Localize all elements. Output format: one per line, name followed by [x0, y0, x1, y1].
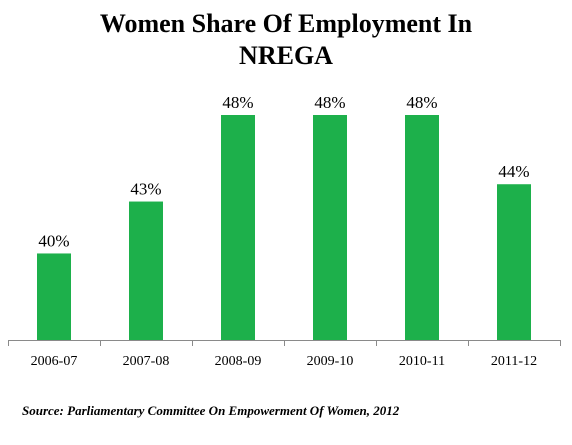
value-label-2010-11: 48% [406, 93, 437, 112]
value-label-2007-08: 43% [130, 180, 161, 199]
value-label-2011-12: 44% [498, 162, 529, 181]
bar-2007-08 [129, 201, 163, 340]
chart-title-line-1: Women Share Of Employment In [99, 9, 473, 38]
tick-label-2011-12: 2011-12 [491, 354, 537, 369]
tick-label-2008-09: 2008-09 [215, 354, 262, 369]
tick-label-2006-07: 2006-07 [31, 354, 78, 369]
bar-2009-10 [313, 115, 347, 340]
tick-labels-group: 2006-07 2007-08 2008-09 2009-10 2010-11 2011-… [31, 354, 537, 369]
tick-label-2007-08: 2007-08 [123, 354, 170, 369]
value-labels-group: 40% 43% 48% 48% 48% 44% [38, 93, 529, 250]
tick-label-2010-11: 2010-11 [399, 354, 445, 369]
x-axis [8, 340, 561, 346]
chart-source: Source: Parliamentary Committee On Empow… [22, 403, 400, 418]
value-label-2006-07: 40% [38, 231, 69, 250]
tick-label-2009-10: 2009-10 [307, 354, 354, 369]
value-label-2009-10: 48% [314, 93, 345, 112]
bar-2008-09 [221, 115, 255, 340]
chart-title-line-2: NREGA [239, 41, 333, 70]
chart-title: Women Share Of Employment In NREGA [0, 8, 572, 72]
bar-2010-11 [405, 115, 439, 340]
value-label-2008-09: 48% [222, 93, 253, 112]
bars-group [37, 115, 531, 340]
bar-2006-07 [37, 253, 71, 340]
bar-2011-12 [497, 184, 531, 340]
